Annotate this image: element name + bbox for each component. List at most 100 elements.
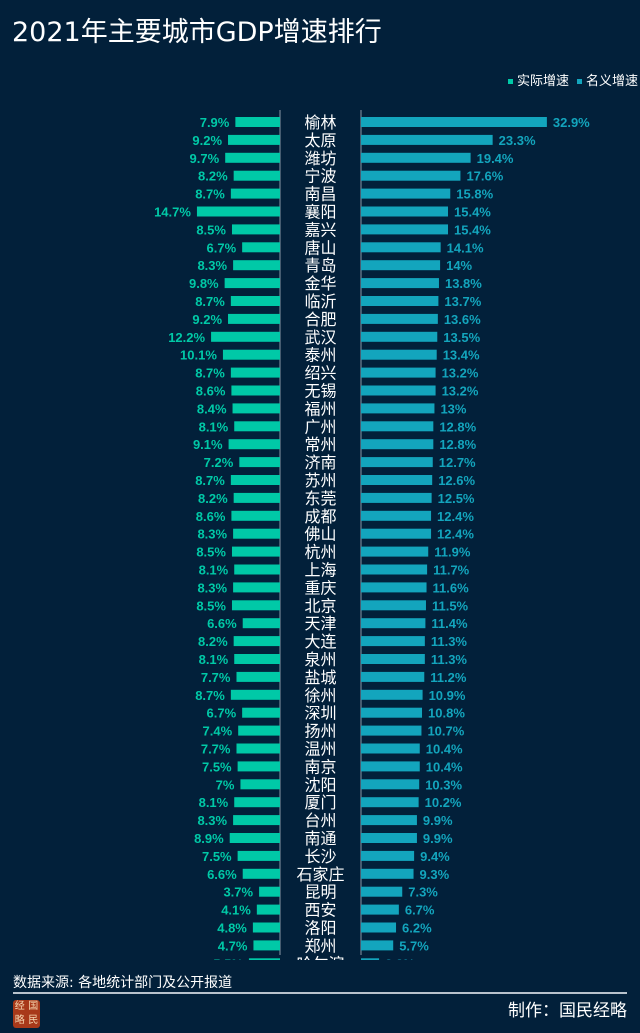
bar-nominal	[361, 313, 438, 324]
category-label: 宁波	[304, 167, 336, 186]
bar-nominal	[361, 600, 426, 611]
category-label: 西安	[304, 901, 336, 920]
maker-credit: 制作：国民经略	[508, 1001, 627, 1021]
label-nominal: 13%	[440, 401, 466, 416]
bar-real	[253, 940, 280, 951]
bar-real	[234, 654, 280, 664]
bar-real	[233, 815, 280, 826]
category-label: 金华	[304, 274, 336, 293]
category-label: 温州	[304, 740, 336, 759]
bar-nominal	[361, 886, 403, 897]
bar-real	[233, 636, 280, 647]
label-real: 10.1%	[180, 348, 217, 363]
label-real: 8.5%	[196, 598, 226, 613]
category-label: 嘉兴	[304, 220, 336, 239]
bar-real	[235, 117, 280, 127]
label-real: 7.5%	[202, 759, 232, 774]
label-nominal: 10.9%	[429, 688, 466, 703]
label-real: 8.2%	[198, 634, 228, 649]
bar-real	[232, 403, 280, 414]
bar-nominal	[361, 815, 417, 826]
category-label: 厦门	[304, 793, 336, 812]
bar-nominal	[361, 242, 441, 253]
label-nominal: 12.6%	[438, 473, 475, 488]
label-nominal: 19.4%	[477, 151, 514, 166]
bar-nominal	[361, 510, 432, 521]
label-nominal: 13.8%	[445, 276, 482, 291]
category-label: 杭州	[304, 543, 336, 562]
legend: 实际增速 名义增速	[507, 70, 638, 89]
label-real: 8.3%	[197, 813, 227, 828]
label-nominal: 17.6%	[466, 169, 503, 184]
category-label: 深圳	[304, 704, 336, 723]
label-nominal: 11.7%	[433, 563, 470, 578]
bar-nominal	[361, 117, 547, 127]
bar-nominal	[361, 403, 435, 414]
label-nominal: 9.4%	[420, 849, 450, 864]
category-label: 唐山	[304, 238, 336, 257]
bar-nominal	[361, 582, 427, 593]
label-nominal: 6.2%	[402, 921, 432, 936]
bar-nominal	[361, 958, 380, 960]
category-label: 临沂	[304, 292, 336, 311]
bar-nominal	[361, 654, 425, 664]
category-label: 襄阳	[304, 203, 336, 222]
bar-real	[233, 260, 280, 271]
bar-nominal	[361, 940, 394, 951]
category-label: 沈阳	[304, 775, 336, 794]
label-real: 9.8%	[189, 276, 219, 291]
label-real: 8.7%	[195, 294, 225, 309]
label-real: 4.7%	[218, 938, 248, 953]
label-nominal: 14.1%	[447, 240, 484, 255]
category-label: 常州	[304, 435, 336, 454]
bar-real	[224, 278, 280, 289]
bar-real	[233, 582, 280, 593]
bar-real	[211, 331, 280, 342]
bar-nominal	[361, 725, 422, 736]
bar-real	[231, 385, 280, 396]
label-nominal: 12.7%	[439, 455, 476, 470]
category-label: 潍坊	[304, 149, 336, 168]
label-real: 8.9%	[194, 831, 224, 846]
bar-real	[231, 224, 280, 235]
category-label: 上海	[304, 561, 336, 580]
legend-swatch-real	[507, 79, 513, 84]
bar-nominal	[361, 868, 414, 879]
label-real: 8.6%	[196, 509, 226, 524]
label-real: 8.3%	[197, 580, 227, 595]
bar-nominal	[361, 850, 415, 861]
category-label: 昆明	[304, 883, 336, 902]
category-label: 苏州	[304, 471, 336, 490]
bar-nominal	[361, 618, 426, 629]
bar-nominal	[361, 904, 399, 915]
bar-real	[234, 421, 280, 432]
bar-real	[238, 725, 280, 736]
bar-real	[233, 170, 280, 181]
category-label: 佛山	[304, 525, 336, 544]
bar-nominal	[361, 922, 397, 933]
bar-real	[242, 707, 280, 718]
bar-real	[231, 546, 280, 557]
label-nominal: 13.7%	[444, 294, 481, 309]
bar-nominal	[361, 188, 451, 199]
label-nominal: 11.4%	[431, 616, 468, 631]
category-label: 哈尔滨	[296, 954, 344, 960]
bar-real	[242, 242, 280, 253]
label-nominal: 15.4%	[454, 222, 491, 237]
category-label: 成都	[304, 507, 336, 526]
bar-real	[259, 886, 280, 897]
bar-nominal	[361, 564, 428, 575]
bar-nominal	[361, 546, 429, 557]
bar-nominal	[361, 457, 433, 468]
bar-nominal	[361, 636, 425, 647]
label-real: 6.7%	[207, 706, 237, 721]
category-label: 泰州	[304, 346, 336, 365]
bar-real	[230, 296, 280, 306]
label-real: 6.6%	[207, 867, 237, 882]
bar-real	[229, 833, 280, 843]
bar-real	[237, 761, 280, 772]
legend-label-nominal: 名义增速	[585, 74, 638, 89]
bar-real	[234, 564, 280, 575]
bar-real	[256, 904, 280, 915]
bar-nominal	[361, 761, 420, 772]
